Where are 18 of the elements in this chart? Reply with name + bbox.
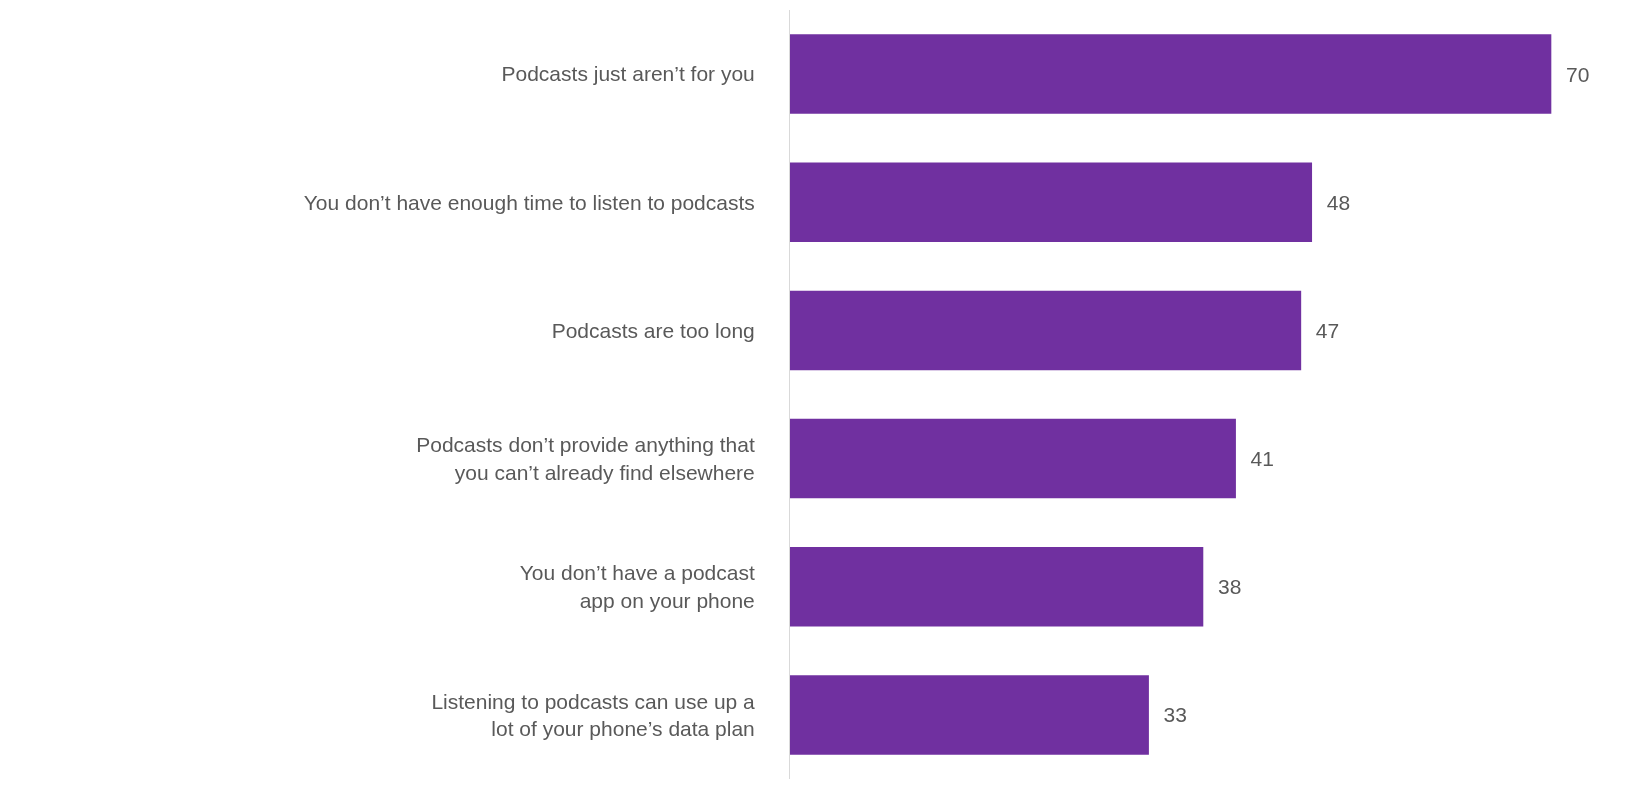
data-label: 70 (1554, 62, 1590, 86)
y-tick-label: You don’t have enough time to listen to podcasts (303, 190, 755, 214)
data-label: 47 (1304, 318, 1340, 342)
y-tick-label: Podcasts don’t provide anything that you can’t already find elsewhere (416, 433, 755, 484)
y-tick-label: You don’t have a podcast app on your phone (519, 561, 755, 612)
y-tick-label: Podcasts are too long (551, 318, 755, 342)
y-tick-label: Podcasts just aren’t for you (501, 62, 755, 86)
bar (790, 290, 1302, 371)
y-tick-label: Listening to podcasts can use up a lot of your phone’s data plan (431, 689, 756, 740)
data-label: 41 (1238, 447, 1274, 471)
bar (790, 162, 1313, 242)
data-label: 38 (1206, 575, 1242, 599)
data-label: 48 (1315, 190, 1351, 214)
bar (790, 34, 1552, 114)
bar (790, 418, 1236, 499)
data-label: 33 (1151, 703, 1187, 727)
bar (790, 675, 1149, 755)
bar (790, 547, 1204, 627)
